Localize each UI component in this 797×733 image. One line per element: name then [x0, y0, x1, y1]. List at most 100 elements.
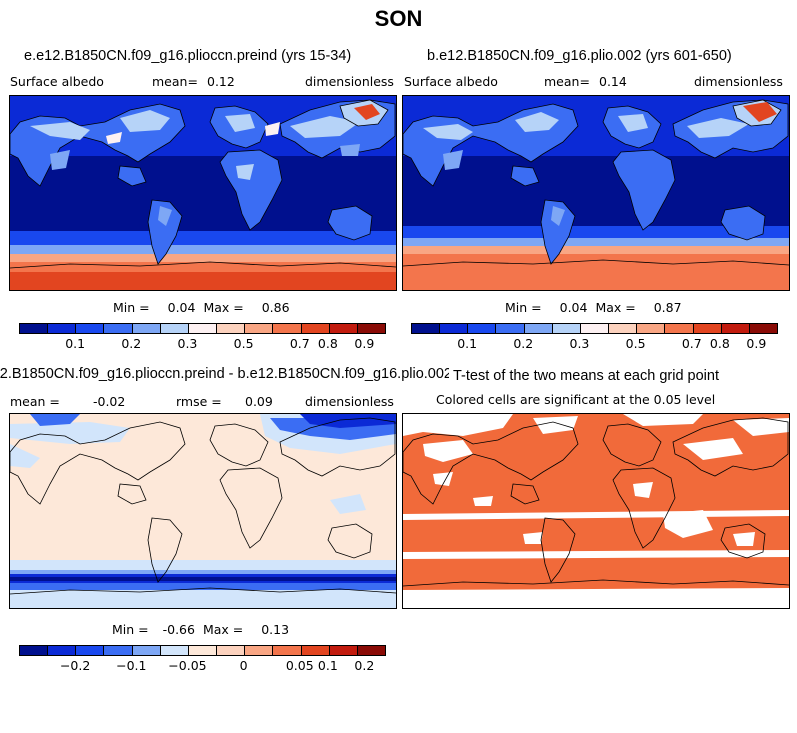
colorbar-box	[160, 324, 189, 333]
colorbar-tick-label: 0.1	[457, 336, 478, 351]
colorbar-box	[104, 324, 133, 333]
panel1-colorbar	[19, 323, 386, 334]
colorbar-tick-label: 0	[239, 658, 248, 673]
colorbar-box	[693, 324, 722, 333]
figure-title: SON	[374, 6, 423, 31]
panel3-title: e.e12.B1850CN.f09_g16.plioccn.preind - b…	[0, 366, 449, 382]
panel3-colorbar	[19, 645, 386, 656]
colorbar-tick-label: 0.5	[625, 336, 646, 351]
panel3-mean-label: mean =	[10, 394, 60, 409]
panel2-mean-label: mean=	[544, 74, 590, 89]
colorbar-box	[217, 646, 246, 655]
colorbar-box	[132, 324, 161, 333]
colorbar-box	[20, 324, 49, 333]
panel3-map	[9, 413, 397, 609]
colorbar-box	[357, 324, 386, 333]
colorbar-box	[665, 324, 694, 333]
colorbar-tick-label: 0.3	[569, 336, 590, 351]
colorbar-tick-label: 0.7	[681, 336, 702, 351]
panel1-max-label: Max =	[203, 300, 244, 315]
panel4-map	[402, 413, 790, 609]
colorbar-box	[273, 324, 302, 333]
panel4-title: T-test of the two means at each grid poi…	[453, 368, 719, 384]
panel1-title: e.e12.B1850CN.f09_g16.plioccn.preind (yr…	[24, 48, 352, 64]
colorbar-box	[188, 324, 218, 333]
colorbar-tick-label: −0.2	[59, 658, 91, 673]
panel1-min-label: Min =	[113, 300, 150, 315]
colorbar-box	[552, 324, 581, 333]
colorbar-box	[132, 646, 161, 655]
panel4-subtitle: Colored cells are significant at the 0.0…	[436, 392, 716, 407]
colorbar-tick-label: 0.05	[285, 658, 314, 673]
colorbar-box	[20, 646, 49, 655]
colorbar-tick-label: 0.2	[354, 658, 375, 673]
colorbar-box	[273, 646, 302, 655]
colorbar-tick-label: 0.2	[121, 336, 142, 351]
panel3-max-value: 0.13	[261, 622, 290, 637]
panel1-field-label: Surface albedo	[10, 74, 104, 89]
panel2-units: dimensionless	[694, 74, 783, 89]
colorbar-tick-label: 0.8	[709, 336, 730, 351]
colorbar-tick-label: −0.05	[168, 658, 207, 673]
colorbar-tick-label: 0.7	[289, 336, 310, 351]
panel2-title: b.e12.B1850CN.f09_g16.plio.002 (yrs 601-…	[427, 48, 732, 64]
panel1-mean-value: 0.12	[207, 74, 235, 89]
colorbar-box	[188, 646, 218, 655]
colorbar-tick-label: −0.1	[116, 658, 147, 673]
colorbar-box	[48, 646, 77, 655]
panel1-units: dimensionless	[305, 74, 394, 89]
panel2-field-label: Surface albedo	[404, 74, 498, 89]
panel2-colorbar	[411, 323, 778, 334]
colorbar-tick-label: 0.5	[233, 336, 254, 351]
colorbar-box	[721, 324, 750, 333]
colorbar-box	[440, 324, 469, 333]
colorbar-box	[245, 646, 274, 655]
colorbar-box	[749, 324, 778, 333]
colorbar-box	[609, 324, 638, 333]
panel1-minmax: Min = 0.04 Max = 0.86	[113, 300, 290, 315]
colorbar-tick-label: 0.1	[317, 658, 338, 673]
colorbar-box	[301, 646, 330, 655]
panel3-minmax: Min = -0.66 Max = 0.13	[112, 622, 289, 637]
colorbar-box	[468, 324, 497, 333]
panel2-minmax: Min = 0.04 Max = 0.87	[505, 300, 682, 315]
panel1-max-value: 0.86	[261, 300, 290, 315]
colorbar-box	[496, 324, 525, 333]
panel3-title-clip: e.e12.B1850CN.f09_g16.plioccn.preind - b…	[0, 366, 449, 388]
panel2-min-label: Min =	[505, 300, 542, 315]
panel3-min-label: Min =	[112, 622, 149, 637]
colorbar-box	[245, 324, 274, 333]
colorbar-tick-label: 0.9	[746, 336, 767, 351]
colorbar-box	[524, 324, 553, 333]
panel2-min-value: 0.04	[559, 300, 588, 315]
panel3-mean-value: -0.02	[93, 394, 126, 409]
colorbar-box	[76, 324, 105, 333]
colorbar-tick-label: 0.1	[65, 336, 86, 351]
colorbar-box	[104, 646, 133, 655]
colorbar-tick-label: 0.2	[513, 336, 534, 351]
colorbar-tick-label: 0.8	[317, 336, 338, 351]
colorbar-box	[329, 324, 358, 333]
colorbar-box	[637, 324, 666, 333]
colorbar-box	[412, 324, 441, 333]
colorbar-box	[160, 646, 189, 655]
colorbar-box	[217, 324, 246, 333]
colorbar-tick-label: 0.9	[354, 336, 375, 351]
colorbar-box	[580, 324, 610, 333]
panel3-rmse-value: 0.09	[245, 394, 273, 409]
panel2-map	[402, 95, 790, 291]
panel2-mean-value: 0.14	[599, 74, 627, 89]
panel2-max-value: 0.87	[653, 300, 682, 315]
colorbar-box	[48, 324, 77, 333]
panel1-mean-label: mean=	[152, 74, 198, 89]
colorbar-tick-label: 0.3	[177, 336, 198, 351]
colorbar-box	[301, 324, 330, 333]
panel3-units: dimensionless	[305, 394, 394, 409]
panel3-max-label: Max =	[202, 622, 244, 637]
panel1-map	[9, 95, 397, 291]
panel2-max-label: Max =	[595, 300, 636, 315]
panel3-rmse-label: rmse =	[176, 394, 222, 409]
colorbar-box	[76, 646, 105, 655]
panel3-min-value: -0.66	[162, 622, 195, 637]
colorbar-box	[329, 646, 358, 655]
